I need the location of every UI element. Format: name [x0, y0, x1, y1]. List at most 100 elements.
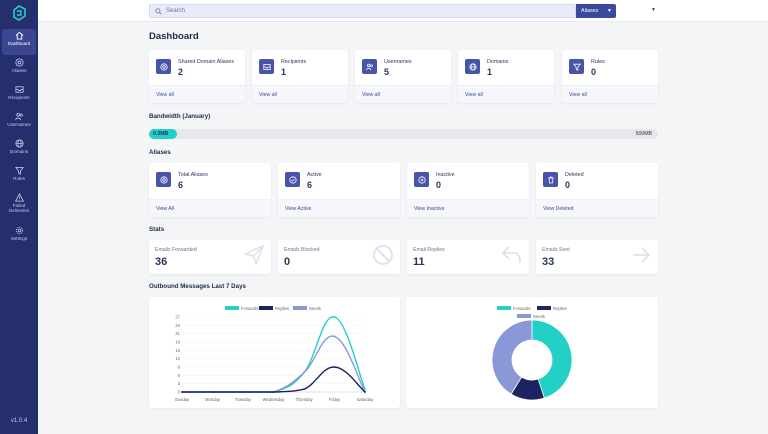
summary-card-usernames: Usernames 5 View all	[355, 50, 451, 103]
legend-swatch-replies[interactable]	[537, 306, 551, 310]
view-all-recipients-link[interactable]: View all	[259, 92, 277, 98]
sidebar-item-settings[interactable]: Settings	[2, 224, 36, 250]
x-tick-label: Sunday	[175, 397, 190, 402]
view-deleted-link[interactable]: View Deleted	[543, 206, 574, 212]
bandwidth-progress-bar: 0.3MB 500MB	[149, 129, 658, 139]
legend-swatch-forwards[interactable]	[497, 306, 511, 310]
legend-label-sends[interactable]: Sends	[309, 306, 321, 311]
x-tick-label: Friday	[329, 397, 342, 402]
alias-card-active: Active 6 View Active	[278, 163, 400, 217]
sidebar-item-rules[interactable]: Rules	[2, 164, 36, 190]
data-point-replies[interactable]	[364, 391, 366, 393]
y-tick-label: 6	[178, 373, 181, 378]
arrow-right-icon	[633, 247, 651, 263]
data-point-replies[interactable]	[333, 366, 336, 368]
search-input[interactable]: Search	[149, 4, 576, 18]
x-tick-label: Thursday	[295, 397, 313, 402]
data-point-replies[interactable]	[181, 391, 183, 393]
summary-card-domains: Domains 1 View all	[458, 50, 554, 103]
legend-label-sends[interactable]: Sends	[533, 314, 545, 319]
card-label: Domains	[487, 59, 509, 65]
page-title: Dashboard	[149, 31, 199, 42]
sidebar-item-label: Recipients	[8, 95, 30, 100]
series-line-replies	[181, 366, 366, 393]
data-point-forwards[interactable]	[333, 316, 336, 318]
y-tick-label: 12	[175, 356, 180, 361]
y-tick-label: 9	[178, 365, 181, 370]
stat-card-email-replies: Email Replies 11	[407, 240, 529, 274]
stats-section-title: Stats	[149, 226, 165, 233]
card-value: 6	[307, 180, 313, 190]
legend-label-forwards[interactable]: Forwards	[513, 306, 530, 311]
sidebar-item-failed-deliveries[interactable]: Failed Deliveries	[2, 191, 36, 221]
sidebar-item-label: Failed	[12, 203, 26, 208]
sidebar-item-dashboard[interactable]: Dashboard	[2, 29, 36, 55]
data-point-replies[interactable]	[242, 391, 244, 393]
sidebar-item-label: Aliases	[11, 68, 27, 73]
slice-sends[interactable]	[491, 319, 533, 395]
legend-swatch-forwards[interactable]	[225, 306, 239, 310]
summary-card-shared-domain-aliases: Shared Domain Aliases 2 View all	[149, 50, 245, 103]
view-all-domains-link[interactable]: View all	[465, 92, 483, 98]
warning-icon	[14, 193, 24, 202]
view-all-rules-link[interactable]: View all	[569, 92, 587, 98]
card-value: 0	[436, 180, 442, 190]
trash-icon	[547, 176, 554, 183]
view-inactive-link[interactable]: View Inactive	[414, 206, 445, 212]
legend-label-replies[interactable]: Replies	[553, 306, 567, 311]
sidebar-item-aliases[interactable]: Aliases	[2, 56, 36, 82]
sidebar-item-label: Dashboard	[7, 41, 31, 46]
sidebar: Dashboard Aliases Recipients Usernames D…	[0, 0, 38, 434]
y-tick-label: 27	[175, 315, 180, 320]
card-value: 0	[591, 67, 597, 77]
stat-value: 0	[284, 256, 291, 268]
inbox-icon	[262, 63, 271, 70]
stat-value: 11	[413, 256, 425, 268]
legend-swatch-sends[interactable]	[517, 314, 531, 318]
alias-card-inactive: Inactive 0 View Inactive	[407, 163, 529, 217]
slice-forwards[interactable]	[531, 319, 573, 399]
legend-swatch-replies[interactable]	[259, 306, 273, 310]
legend-label-replies[interactable]: Replies	[275, 306, 289, 311]
bandwidth-used: 0.3MB	[149, 129, 177, 139]
legend-label-forwards[interactable]: Forwards	[241, 306, 258, 311]
send-icon	[243, 244, 265, 266]
at-icon	[14, 58, 24, 67]
sidebar-item-recipients[interactable]: Recipients	[2, 83, 36, 109]
sidebar-item-domains[interactable]: Domains	[2, 137, 36, 163]
card-value: 1	[487, 67, 493, 77]
view-all-shared-domain-aliases-link[interactable]: View all	[156, 92, 174, 98]
chevron-down-icon: ▼	[607, 8, 612, 14]
view-all-usernames-link[interactable]: View all	[362, 92, 380, 98]
data-point-replies[interactable]	[303, 388, 305, 391]
sidebar-item-usernames[interactable]: Usernames	[2, 110, 36, 136]
bandwidth-title: Bandwidth (January)	[149, 113, 211, 120]
search-icon	[155, 8, 162, 15]
y-tick-label: 24	[175, 323, 180, 328]
legend-swatch-sends[interactable]	[293, 306, 307, 310]
app-logo[interactable]	[11, 5, 27, 21]
globe-icon	[468, 62, 477, 71]
view-all-aliases-link[interactable]: View All	[156, 206, 175, 212]
doughnut-chart-svg: Forwards Replies Sends	[491, 306, 573, 401]
gear-icon	[15, 226, 23, 235]
data-point-sends[interactable]	[303, 371, 305, 374]
data-point-sends[interactable]	[333, 335, 336, 338]
users-icon	[365, 63, 373, 70]
card-label: Recipients	[281, 59, 307, 65]
search-scope-dropdown[interactable]: Aliases ▼	[576, 4, 616, 18]
filter-icon	[14, 166, 24, 175]
data-point-replies[interactable]	[211, 391, 214, 393]
view-active-link[interactable]: View Active	[285, 206, 312, 212]
stat-value: 36	[155, 256, 168, 268]
check-circle-icon	[288, 175, 297, 184]
stat-value: 33	[542, 256, 555, 268]
card-label: Shared Domain Aliases	[178, 59, 235, 65]
filter-icon	[572, 63, 581, 71]
inbox-icon	[14, 86, 24, 93]
data-point-replies[interactable]	[272, 391, 275, 393]
summary-card-recipients: Recipients 1 View all	[252, 50, 348, 103]
y-tick-label: 3	[178, 381, 181, 386]
user-menu-chevron-down-icon[interactable]: ▼	[651, 7, 656, 13]
card-label: Total Aliases	[178, 172, 208, 178]
